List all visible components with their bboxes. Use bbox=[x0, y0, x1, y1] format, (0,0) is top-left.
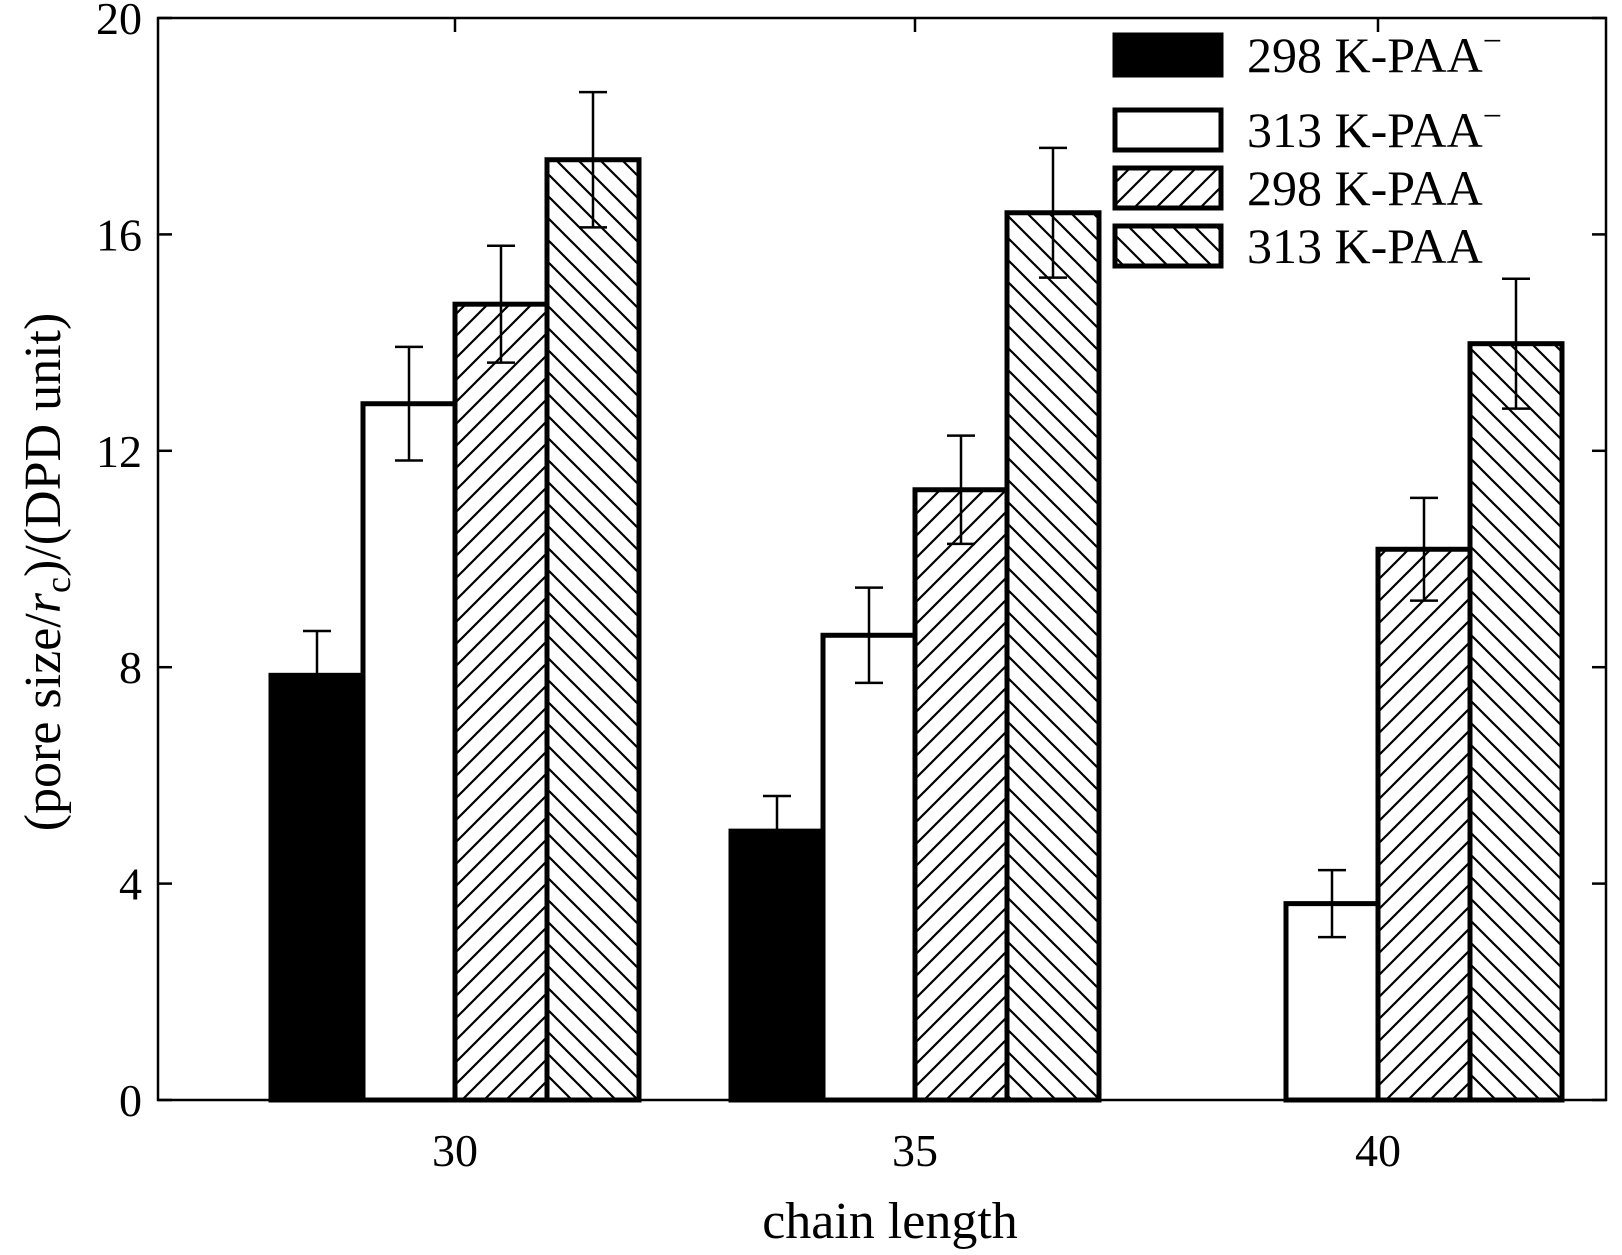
legend-label: 298 K-PAA− bbox=[1247, 23, 1502, 83]
bar-hatch-forward-30 bbox=[452, 301, 550, 1103]
legend-label: 313 K-PAA bbox=[1247, 218, 1483, 274]
legend-swatch-solid bbox=[1112, 32, 1224, 78]
error-bar-hatch-back-30 bbox=[579, 90, 607, 229]
error-bar-solid-30 bbox=[303, 629, 331, 721]
legend-swatch-hatch-back bbox=[1112, 223, 1224, 269]
bar-hatch-forward-40 bbox=[1375, 546, 1473, 1103]
error-bar-hatch-back-35 bbox=[1039, 146, 1067, 279]
axis-ticks: 0 4 8 12 16 20 30 35 40 bbox=[96, 0, 1606, 1176]
legend-label: 298 K-PAA bbox=[1247, 160, 1483, 216]
legend-item-hatch-back: 313 K-PAA bbox=[1112, 218, 1483, 274]
error-bar-empty-40 bbox=[1318, 868, 1346, 939]
error-bar-hatch-back-40 bbox=[1502, 277, 1530, 410]
bar-empty-30 bbox=[360, 401, 458, 1103]
error-bar-empty-30 bbox=[395, 345, 423, 462]
y-tick-label: 4 bbox=[119, 859, 142, 910]
error-bar-solid-35 bbox=[763, 794, 791, 868]
bar-solid-35 bbox=[728, 828, 826, 1103]
error-bar-hatch-forward-40 bbox=[1410, 496, 1438, 602]
error-bar-hatch-forward-30 bbox=[487, 244, 515, 364]
y-tick-label: 16 bbox=[96, 209, 142, 260]
legend-item-hatch-forward: 298 K-PAA bbox=[1112, 160, 1483, 216]
bar-hatch-back-40 bbox=[1467, 341, 1565, 1103]
legend-label: 313 K-PAA− bbox=[1247, 98, 1502, 158]
legend-item-solid: 298 K-PAA− bbox=[1112, 23, 1502, 83]
bar-solid-30 bbox=[268, 672, 366, 1103]
x-tick-label: 40 bbox=[1355, 1125, 1401, 1176]
x-tick-label: 35 bbox=[892, 1125, 938, 1176]
bars-layer bbox=[268, 157, 1565, 1103]
y-tick-label: 0 bbox=[119, 1075, 142, 1126]
y-tick-label: 8 bbox=[119, 642, 142, 693]
error-bar-empty-35 bbox=[855, 586, 883, 685]
x-axis-label: chain length bbox=[762, 1193, 1018, 1250]
bar-hatch-forward-35 bbox=[912, 487, 1010, 1103]
bar-empty-35 bbox=[820, 632, 918, 1103]
y-tick-label: 20 bbox=[96, 0, 142, 44]
y-axis-label: (pore size/rc)/(DPD unit) bbox=[15, 313, 78, 832]
bar-hatch-back-30 bbox=[544, 157, 642, 1103]
legend-swatch-empty bbox=[1112, 107, 1224, 153]
error-bars-layer bbox=[303, 90, 1530, 939]
legend-item-empty: 313 K-PAA− bbox=[1112, 98, 1502, 158]
x-tick-label: 30 bbox=[432, 1125, 478, 1176]
y-tick-label: 12 bbox=[96, 426, 142, 477]
error-bar-hatch-forward-35 bbox=[947, 434, 975, 546]
legend-swatch-hatch-forward bbox=[1112, 165, 1224, 211]
plot-frame bbox=[156, 16, 1608, 1102]
bar-hatch-back-35 bbox=[1004, 210, 1102, 1103]
